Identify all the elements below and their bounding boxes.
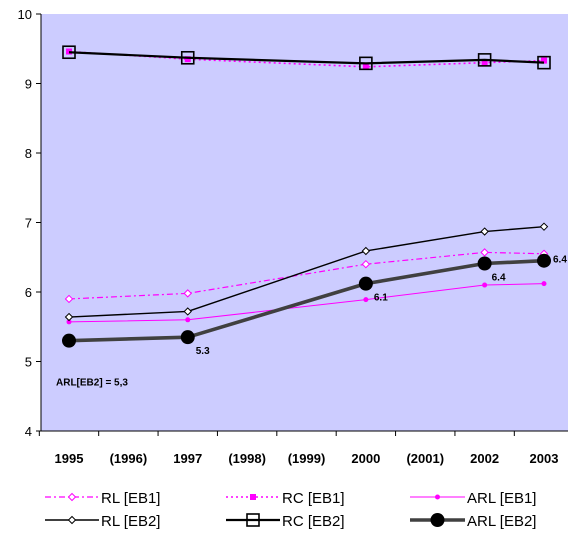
data-point bbox=[362, 63, 369, 70]
x-tick-label: (1996) bbox=[110, 451, 148, 466]
series-rc-eb1 bbox=[66, 48, 547, 70]
data-point bbox=[537, 253, 551, 268]
data-label: 6.4 bbox=[553, 255, 567, 266]
series-arl-eb1 bbox=[66, 281, 547, 325]
data-point bbox=[66, 319, 72, 325]
data-point bbox=[477, 256, 492, 271]
data-label: ARL[EB2] = 5,3 bbox=[56, 378, 128, 389]
data-labels: ARL[EB2] = 5,3 5.3 6.1 6.4 6.4 bbox=[56, 255, 567, 389]
series-rl-eb1 bbox=[64, 248, 549, 304]
data-point bbox=[363, 297, 369, 303]
y-tick-label: 5 bbox=[25, 355, 32, 370]
series-layer bbox=[62, 45, 551, 348]
series-rl-eb2 bbox=[64, 222, 549, 322]
y-axis-ticks: 4 5 6 7 8 9 10 bbox=[18, 7, 41, 439]
data-label: 6.1 bbox=[374, 293, 388, 304]
legend: RL [EB1] RC [EB1] ARL [EB1] RL [EB2] RC [EB2… bbox=[45, 490, 536, 530]
data-point bbox=[184, 56, 191, 63]
data-point bbox=[361, 246, 371, 256]
data-point bbox=[541, 57, 547, 64]
y-tick-label: 8 bbox=[25, 146, 32, 161]
y-tick-label: 9 bbox=[25, 77, 32, 92]
series-line bbox=[68, 50, 545, 68]
data-point bbox=[180, 330, 195, 345]
y-tick-label: 6 bbox=[25, 285, 32, 300]
data-point bbox=[539, 222, 549, 231]
data-point bbox=[180, 50, 195, 65]
legend-item: ARL [EB2] bbox=[410, 513, 536, 530]
legend-item: RL [EB2] bbox=[45, 513, 160, 530]
legend-swatch-marker bbox=[67, 515, 77, 525]
x-tick-label: 1997 bbox=[173, 451, 202, 466]
legend-label: RC [EB1] bbox=[282, 490, 345, 507]
data-point bbox=[62, 45, 76, 60]
legend-swatch-marker bbox=[430, 513, 445, 527]
data-point bbox=[481, 59, 488, 66]
y-tick-label: 10 bbox=[18, 7, 32, 22]
y-tick-label: 7 bbox=[25, 216, 32, 231]
data-point bbox=[359, 56, 373, 71]
data-point bbox=[541, 281, 547, 287]
series-arl-eb2 bbox=[62, 253, 551, 348]
data-point bbox=[480, 227, 489, 236]
data-point bbox=[358, 276, 373, 291]
legend-label: RC [EB2] bbox=[282, 513, 345, 530]
data-point bbox=[482, 282, 488, 288]
data-point bbox=[477, 53, 492, 67]
data-point bbox=[361, 259, 371, 269]
y-tick-label: 4 bbox=[25, 424, 32, 439]
legend-item: RC [EB2] bbox=[226, 513, 345, 530]
x-tick-label: 1995 bbox=[55, 451, 84, 466]
data-label: 6.4 bbox=[492, 273, 506, 284]
data-point bbox=[183, 307, 192, 316]
legend-swatch-marker bbox=[435, 494, 440, 500]
x-tick-label: (2001) bbox=[406, 451, 444, 466]
data-point bbox=[62, 333, 76, 348]
data-label: 5.3 bbox=[196, 346, 210, 357]
legend-item: ARL [EB1] bbox=[410, 490, 536, 507]
legend-item: RL [EB1] bbox=[45, 490, 160, 507]
data-point bbox=[64, 294, 74, 304]
series-line bbox=[68, 51, 545, 65]
x-tick-label: (1999) bbox=[288, 451, 326, 466]
legend-swatch-marker bbox=[246, 513, 260, 527]
data-point bbox=[64, 312, 74, 322]
x-tick-label: 2003 bbox=[530, 451, 559, 466]
data-point bbox=[185, 317, 191, 323]
data-point bbox=[66, 48, 72, 55]
plot-area bbox=[41, 14, 568, 431]
series-rc-eb2 bbox=[62, 45, 551, 71]
legend-label: ARL [EB2] bbox=[467, 513, 536, 530]
x-tick-label: 2002 bbox=[470, 451, 499, 466]
legend-swatch-marker bbox=[250, 494, 256, 500]
legend-swatch-marker bbox=[67, 492, 77, 502]
legend-label: ARL [EB1] bbox=[467, 490, 536, 507]
x-tick-label: 2000 bbox=[351, 451, 380, 466]
data-point bbox=[537, 55, 551, 70]
legend-item: RC [EB1] bbox=[226, 490, 345, 507]
x-tick-label: (1998) bbox=[228, 451, 266, 466]
data-point bbox=[480, 248, 489, 257]
legend-label: RL [EB1] bbox=[101, 490, 160, 507]
data-point bbox=[183, 289, 192, 298]
x-axis-ticks: 1995 (1996) 1997 (1998) (1999) 2000 (2001) 2002… bbox=[38, 431, 559, 466]
legend-label: RL [EB2] bbox=[101, 513, 160, 530]
